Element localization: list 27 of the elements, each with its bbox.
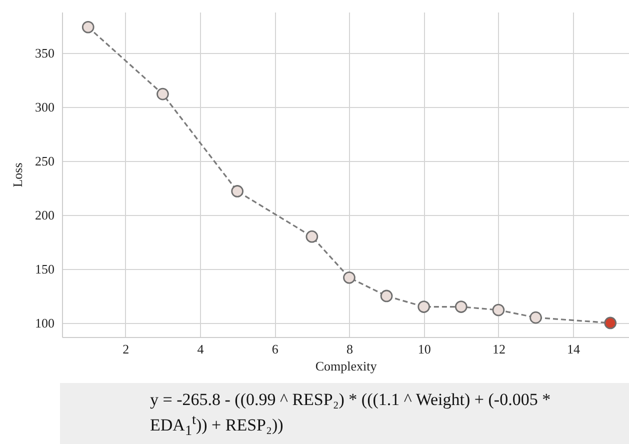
y-tick-label: 350 [35, 46, 54, 61]
point [343, 271, 356, 284]
point [156, 88, 169, 100]
text: y = -265.8 - ((0.99 ^ RESP₂) * (((1.1 ^ Weight) + (-0.005 * EDA$_{1}$$^{t}$)) + RESP₂)) [150, 389, 552, 442]
y-tick-label: 100 [35, 315, 54, 330]
point [604, 316, 617, 330]
x-tick-label: 12 [492, 342, 506, 356]
x-tick-label: 6 [272, 342, 279, 356]
point [82, 20, 94, 34]
point [231, 185, 244, 198]
point [380, 290, 393, 302]
x-tick-label: 14 [567, 342, 581, 356]
y-axis-title: Loss [10, 162, 25, 188]
x-axis-title: Complexity [315, 358, 378, 374]
point [418, 300, 430, 313]
x-tick-label: 2 [122, 342, 130, 356]
point [492, 304, 505, 316]
point [306, 230, 318, 243]
y-tick-label: 250 [35, 154, 54, 169]
y-tick-label: 150 [35, 261, 54, 276]
x-tick-label: 8 [346, 342, 353, 356]
point [454, 300, 468, 313]
x-tick-label: 4 [197, 342, 204, 356]
x-tick-label: 10 [418, 342, 431, 356]
point [530, 311, 542, 324]
y-tick-label: 200 [35, 207, 54, 222]
y-tick-label: 300 [35, 100, 54, 115]
